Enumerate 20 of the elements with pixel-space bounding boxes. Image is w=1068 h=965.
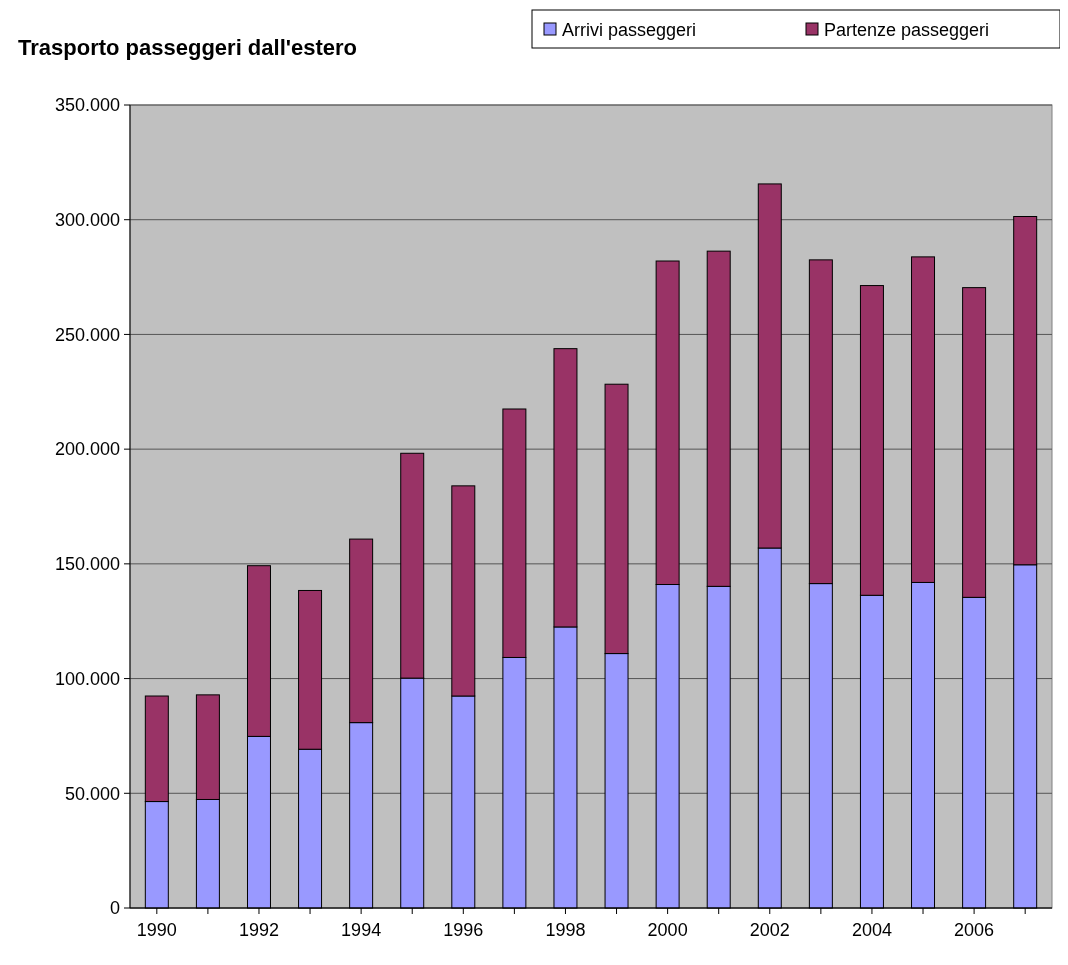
y-tick-label: 300.000 bbox=[54, 210, 120, 231]
x-tick-label: 2000 bbox=[647, 920, 688, 940]
legend-label: Arrivi passeggeri bbox=[562, 20, 697, 40]
chart-title: Trasporto passeggeri dall'estero bbox=[18, 35, 358, 60]
y-tick-label: 200.000 bbox=[54, 439, 120, 460]
x-tick-label: 1996 bbox=[443, 920, 484, 940]
x-tick-label: 1992 bbox=[238, 920, 279, 940]
x-tick-label: 1990 bbox=[136, 920, 177, 940]
y-tick-label: 100.000 bbox=[54, 668, 120, 689]
x-tick-label: 1994 bbox=[341, 920, 382, 940]
y-tick-label: 250.000 bbox=[54, 324, 120, 345]
y-tick-label: 50.000 bbox=[64, 783, 120, 804]
x-tick-label: 1998 bbox=[545, 920, 586, 940]
legend-label: Partenze passeggeri bbox=[824, 20, 990, 40]
x-tick-label: 2002 bbox=[749, 920, 790, 940]
y-tick-label: 150.000 bbox=[54, 554, 120, 575]
x-tick-label: 2004 bbox=[851, 920, 892, 940]
x-tick-label: 2006 bbox=[954, 920, 995, 940]
y-tick-label: 350.000 bbox=[54, 95, 120, 116]
y-tick-label: 0 bbox=[109, 898, 120, 919]
